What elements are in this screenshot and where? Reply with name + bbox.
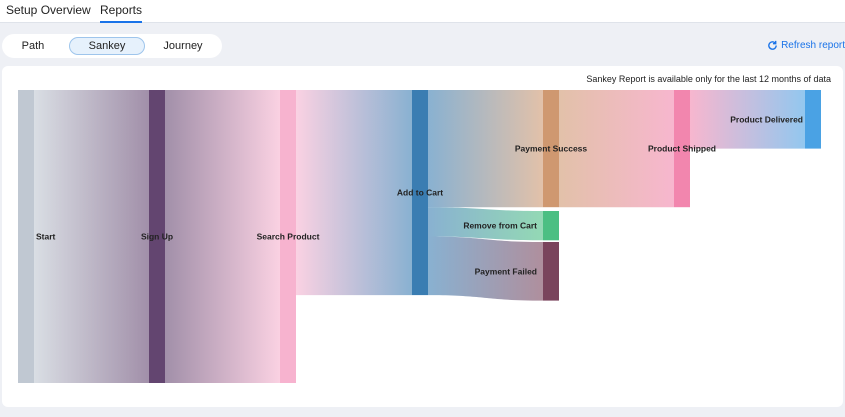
refresh-icon — [768, 40, 777, 50]
sankey-node-success[interactable] — [543, 90, 559, 208]
top-tab-bar: Setup Overview Reports — [0, 0, 845, 23]
refresh-report-label: Refresh report — [781, 40, 845, 51]
sankey-link-start-signup[interactable] — [34, 90, 149, 383]
data-availability-note: Sankey Report is available only for the … — [586, 74, 831, 84]
sankey-label-signup: Sign Up — [141, 232, 173, 242]
sankey-label-start: Start — [36, 232, 56, 242]
tab-reports[interactable]: Reports — [100, 3, 143, 23]
sankey-node-search[interactable] — [280, 90, 296, 383]
sankey-node-remove[interactable] — [543, 211, 559, 241]
sankey-node-shipped[interactable] — [674, 90, 690, 208]
toggle-sankey[interactable]: Sankey — [69, 37, 145, 55]
refresh-report-button[interactable]: Refresh report — [767, 40, 845, 51]
sankey-node-failed[interactable] — [543, 242, 559, 301]
sankey-label-cart: Add to Cart — [397, 188, 443, 198]
sankey-link-cart-failed[interactable] — [428, 236, 543, 301]
sankey-label-search: Search Product — [257, 232, 320, 242]
sankey-link-cart-success[interactable] — [428, 90, 543, 208]
sankey-node-delivered[interactable] — [805, 90, 821, 149]
sankey-label-remove: Remove from Cart — [463, 221, 537, 231]
sankey-node-start[interactable] — [18, 90, 34, 383]
view-toggle: Path Sankey Journey — [2, 34, 222, 58]
sankey-link-signup-search[interactable] — [165, 90, 280, 383]
sankey-link-search-cart[interactable] — [296, 90, 412, 296]
sankey-link-cart-remove[interactable] — [428, 207, 543, 241]
toggle-path[interactable]: Path — [21, 40, 45, 52]
sankey-link-shipped-delivered[interactable] — [690, 90, 805, 149]
sankey-label-delivered: Product Delivered — [730, 114, 803, 124]
toggle-journey[interactable]: Journey — [163, 40, 203, 52]
sankey-label-failed: Payment Failed — [475, 266, 537, 276]
sankey-node-cart[interactable] — [412, 90, 428, 296]
sankey-node-signup[interactable] — [149, 90, 165, 383]
sankey-label-success: Payment Success — [515, 144, 588, 154]
tab-setup-overview[interactable]: Setup Overview — [6, 3, 91, 17]
sankey-label-shipped: Product Shipped — [648, 144, 716, 154]
sankey-link-success-shipped[interactable] — [559, 90, 674, 208]
